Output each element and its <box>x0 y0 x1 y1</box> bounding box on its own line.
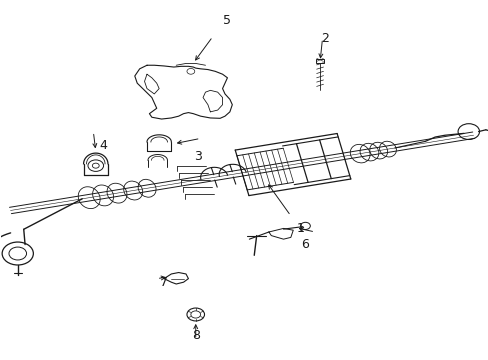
Text: 4: 4 <box>99 139 107 152</box>
Text: 5: 5 <box>223 14 231 27</box>
Text: 1: 1 <box>296 222 304 235</box>
Text: 3: 3 <box>194 150 202 163</box>
Text: 8: 8 <box>191 329 199 342</box>
Text: 2: 2 <box>320 32 328 45</box>
Bar <box>315 59 324 63</box>
Text: 7: 7 <box>160 276 168 289</box>
Text: 6: 6 <box>301 238 309 251</box>
